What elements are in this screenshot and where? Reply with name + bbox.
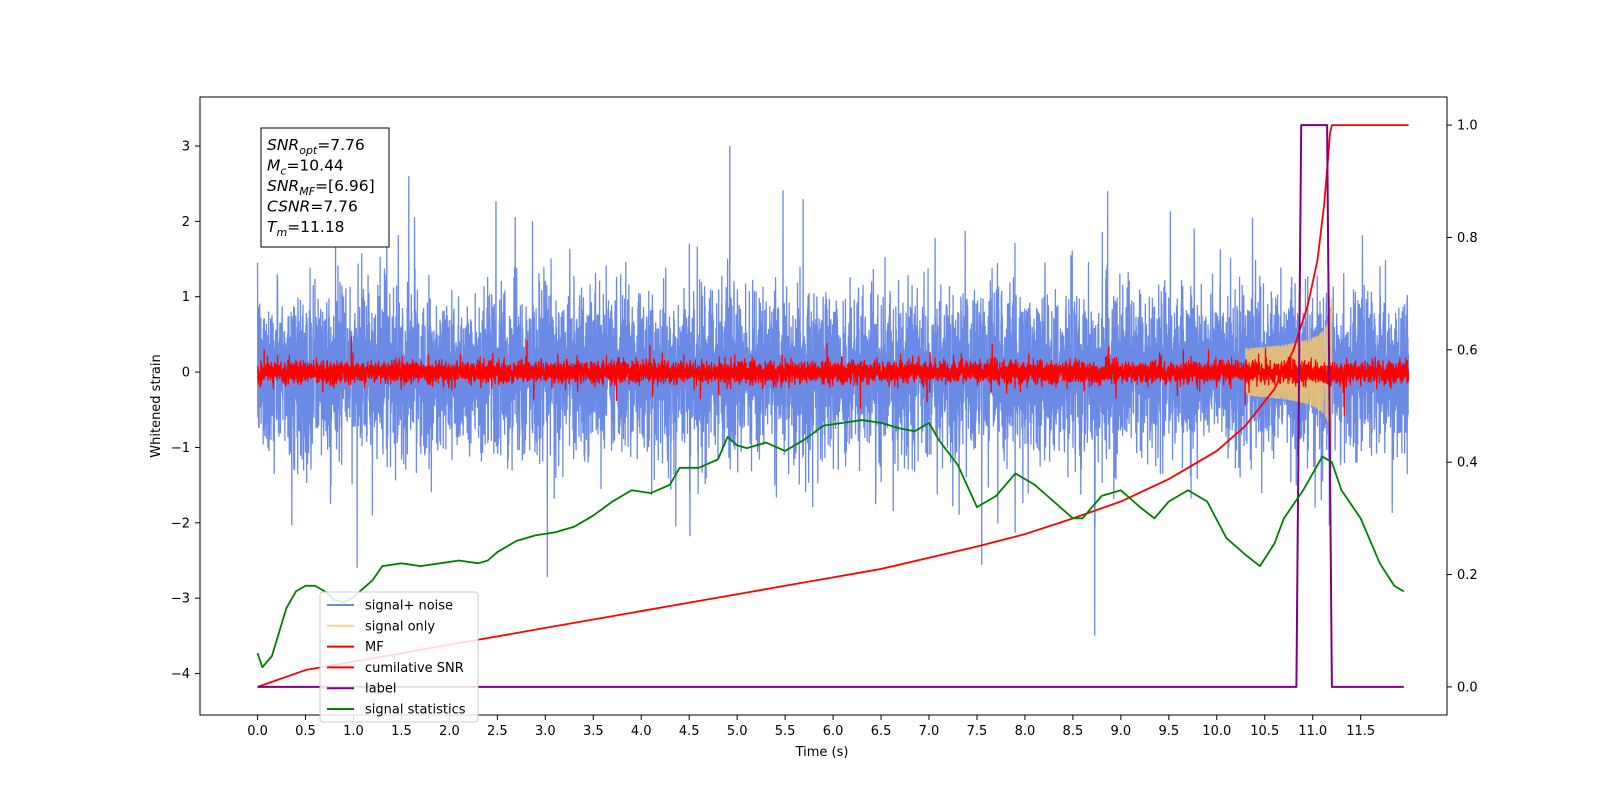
x-tick-label: 6.0 (823, 724, 844, 739)
y-tick-label: −4 (171, 667, 190, 682)
y2-tick-label: 1.0 (1457, 119, 1478, 134)
series-mf (256, 336, 1410, 417)
x-tick-label: 0.0 (247, 724, 268, 739)
y2-tick-label: 0.6 (1457, 343, 1478, 358)
y2-ticks: 0.0 0.2 0.4 0.6 0.8 1.0 (1447, 119, 1478, 695)
x-tick-label: 4.0 (631, 724, 652, 739)
x-tick-label: 7.5 (967, 724, 988, 739)
y-axis-label: Whitened strain (149, 354, 164, 457)
y-ticks: 3 2 1 0 −1 −2 −3 −4 (171, 139, 200, 682)
y-tick-label: 3 (182, 139, 190, 154)
legend-entry-label: cumilative SNR (365, 661, 464, 676)
x-tick-label: 2.5 (487, 724, 508, 739)
series-label (257, 124, 1404, 688)
x-tick-label: 9.0 (1111, 724, 1132, 739)
y2-tick-label: 0.8 (1457, 231, 1478, 246)
x-tick-label: 10.0 (1202, 724, 1231, 739)
series-signal-only (1244, 297, 1333, 469)
series-signal-statistics (256, 419, 1405, 669)
x-tick-label: 0.5 (295, 724, 316, 739)
x-tick-label: 8.0 (1015, 724, 1036, 739)
x-tick-label: 8.5 (1063, 724, 1084, 739)
info-box-line: Tm=11.18 (267, 218, 345, 239)
y2-tick-label: 0.2 (1457, 568, 1478, 583)
x-tick-label: 9.5 (1158, 724, 1179, 739)
x-tick-label: 4.5 (679, 724, 700, 739)
y-tick-label: 0 (182, 366, 190, 381)
y-tick-label: 2 (182, 215, 190, 230)
info-box-line: CSNR=7.76 (267, 198, 358, 216)
series-signal-noise (256, 145, 1410, 636)
x-tick-label: 5.5 (775, 724, 796, 739)
x-tick-label: 3.0 (535, 724, 556, 739)
legend-entry-label: signal statistics (365, 703, 466, 718)
legend-entry-label: signal+ noise (365, 599, 453, 614)
x-tick-label: 1.0 (343, 724, 364, 739)
series-layer (256, 124, 1410, 688)
y2-tick-label: 0.4 (1457, 456, 1478, 471)
x-tick-label: 11.5 (1346, 724, 1375, 739)
series-cumulative-snr (257, 124, 1409, 688)
legend-entry-label: MF (365, 640, 384, 655)
plot-frame (199, 96, 1448, 716)
x-axis-label: Time (s) (795, 745, 849, 760)
info-box: SNRopt=7.76Mc=10.44SNRMF=[6.96]CSNR=7.76… (260, 127, 390, 248)
legend-entry-label: label (365, 682, 396, 697)
info-box-line: Mc=10.44 (267, 157, 344, 178)
legend: signal+ noise signal only MF cumilative SNR… (319, 591, 479, 723)
x-tick-label: 11.0 (1298, 724, 1327, 739)
x-tick-label: 3.5 (583, 724, 604, 739)
info-box-line: SNRMF=[6.96] (267, 177, 375, 198)
legend-entry-label: signal only (365, 619, 435, 634)
x-tick-label: 1.5 (391, 724, 412, 739)
info-box-line: SNRopt=7.76 (267, 136, 365, 157)
x-ticks: 0.0 0.5 1.0 1.5 2.0 2.5 3.0 3.5 4.0 4.5 5.0 5.5 6.0 6… (247, 715, 1375, 739)
x-tick-label: 7.0 (919, 724, 940, 739)
legend-frame (319, 591, 479, 723)
y2-tick-label: 0.0 (1457, 680, 1478, 695)
info-box-frame (260, 127, 390, 248)
x-tick-label: 2.0 (439, 724, 460, 739)
y-tick-label: −3 (171, 592, 190, 607)
x-tick-label: 6.5 (871, 724, 892, 739)
y-tick-label: −2 (171, 516, 190, 531)
x-tick-label: 5.0 (727, 724, 748, 739)
y-tick-label: −1 (171, 441, 190, 456)
y-tick-label: 1 (182, 290, 190, 305)
x-tick-label: 10.5 (1250, 724, 1279, 739)
